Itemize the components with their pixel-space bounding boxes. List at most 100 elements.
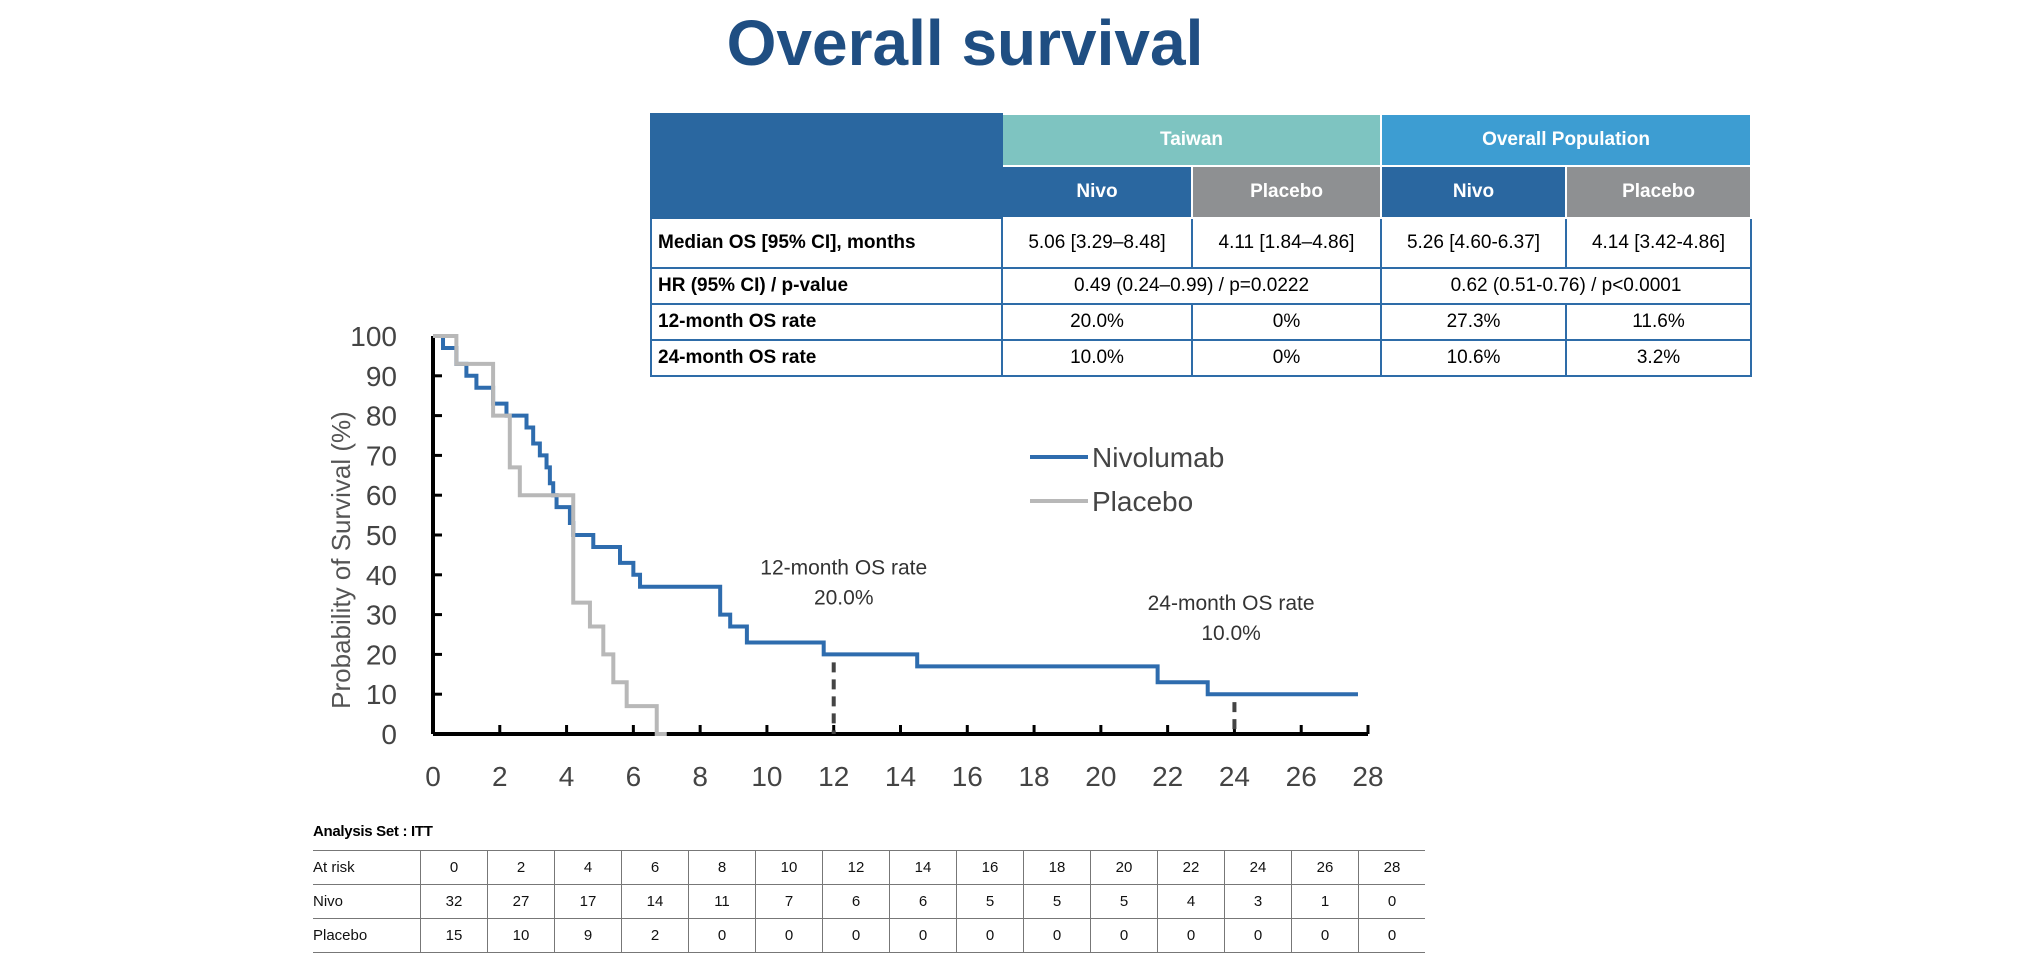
x-tick-label: 26 bbox=[1286, 761, 1317, 792]
x-tick-label: 10 bbox=[751, 761, 782, 792]
x-tick-label: 16 bbox=[952, 761, 983, 792]
risk-count: 17 bbox=[554, 884, 622, 919]
risk-time: 16 bbox=[956, 850, 1024, 885]
risk-time: 18 bbox=[1023, 850, 1091, 885]
analysis-set-caption: Analysis Set : ITT bbox=[313, 823, 433, 840]
risk-count: 5 bbox=[1090, 884, 1158, 919]
risk-count: 7 bbox=[755, 884, 823, 919]
y-tick-label: 10 bbox=[366, 679, 397, 710]
risk-time: 22 bbox=[1157, 850, 1225, 885]
x-tick-label: 0 bbox=[425, 761, 441, 792]
table-cell: 11.6% bbox=[1565, 303, 1752, 341]
y-tick-label: 80 bbox=[366, 401, 397, 432]
table-cell: 20.0% bbox=[1001, 303, 1193, 341]
os-rate-annotation-title: 24-month OS rate bbox=[1148, 592, 1315, 615]
risk-count: 1 bbox=[1291, 884, 1359, 919]
y-tick-label: 70 bbox=[366, 440, 397, 471]
table-cell: 5.06 [3.29–8.48] bbox=[1001, 217, 1193, 269]
risk-count: 0 bbox=[1157, 918, 1225, 953]
risk-time: 8 bbox=[688, 850, 756, 885]
risk-count: 0 bbox=[956, 918, 1024, 953]
risk-count: 3 bbox=[1224, 884, 1292, 919]
legend-label-nivolumab: Nivolumab bbox=[1092, 442, 1224, 473]
table-cell: 27.3% bbox=[1380, 303, 1567, 341]
os-rate-annotation-value: 20.0% bbox=[814, 586, 874, 609]
x-tick-label: 14 bbox=[885, 761, 916, 792]
y-tick-label: 90 bbox=[366, 361, 397, 392]
risk-time: 20 bbox=[1090, 850, 1158, 885]
risk-time: 0 bbox=[420, 850, 488, 885]
table-cell: 4.14 [3.42-4.86] bbox=[1565, 217, 1752, 269]
risk-time: 24 bbox=[1224, 850, 1292, 885]
risk-count: 0 bbox=[889, 918, 957, 953]
risk-time: 28 bbox=[1358, 850, 1425, 885]
row-label-median-os: Median OS [95% CI], months bbox=[650, 217, 1003, 269]
table-cell: 0.62 (0.51-0.76) / p<0.0001 bbox=[1380, 267, 1752, 305]
y-tick-label: 20 bbox=[366, 639, 397, 670]
group-header-overall: Overall Population bbox=[1380, 113, 1752, 167]
y-tick-label: 40 bbox=[366, 560, 397, 591]
arm-header-placebo: Placebo bbox=[1191, 165, 1382, 219]
risk-count: 0 bbox=[1358, 884, 1425, 919]
table-cell: 10.6% bbox=[1380, 339, 1567, 377]
risk-count: 5 bbox=[956, 884, 1024, 919]
x-tick-label: 12 bbox=[818, 761, 849, 792]
risk-row-label-nivo: Nivo bbox=[313, 884, 421, 919]
risk-count: 0 bbox=[1358, 918, 1425, 953]
risk-count: 6 bbox=[822, 884, 890, 919]
arm-header-placebo: Placebo bbox=[1565, 165, 1752, 219]
arm-header-nivo: Nivo bbox=[1001, 165, 1193, 219]
arm-header-nivo: Nivo bbox=[1380, 165, 1567, 219]
x-tick-label: 4 bbox=[559, 761, 575, 792]
risk-count: 5 bbox=[1023, 884, 1091, 919]
table-cell: 4.11 [1.84–4.86] bbox=[1191, 217, 1382, 269]
km-curve-placebo bbox=[433, 334, 667, 736]
risk-count: 32 bbox=[420, 884, 488, 919]
x-tick-label: 6 bbox=[626, 761, 642, 792]
risk-time: 26 bbox=[1291, 850, 1359, 885]
risk-time: 12 bbox=[822, 850, 890, 885]
risk-count: 4 bbox=[1157, 884, 1225, 919]
x-tick-label: 2 bbox=[492, 761, 508, 792]
risk-count: 0 bbox=[1291, 918, 1359, 953]
y-axis-label: Probability of Survival (%) bbox=[326, 411, 356, 709]
risk-count: 2 bbox=[621, 918, 689, 953]
risk-time: 10 bbox=[755, 850, 823, 885]
risk-count: 10 bbox=[487, 918, 555, 953]
risk-time: 4 bbox=[554, 850, 622, 885]
risk-count: 0 bbox=[755, 918, 823, 953]
risk-count: 0 bbox=[822, 918, 890, 953]
risk-count: 0 bbox=[1023, 918, 1091, 953]
x-tick-label: 24 bbox=[1219, 761, 1250, 792]
x-tick-label: 28 bbox=[1352, 761, 1383, 792]
risk-count: 27 bbox=[487, 884, 555, 919]
x-tick-label: 22 bbox=[1152, 761, 1183, 792]
risk-count: 9 bbox=[554, 918, 622, 953]
risk-time: 2 bbox=[487, 850, 555, 885]
table-cell: 0% bbox=[1191, 303, 1382, 341]
km-chart: 0 2 4 6 8 10 12 14 16 18 20 22 24 26 28010203040506070… bbox=[326, 321, 1384, 792]
risk-count: 11 bbox=[688, 884, 756, 919]
table-corner bbox=[650, 113, 1003, 219]
risk-count: 6 bbox=[889, 884, 957, 919]
os-rate-annotation-title: 12-month OS rate bbox=[760, 556, 927, 579]
group-header-taiwan: Taiwan bbox=[1001, 113, 1382, 167]
risk-count: 15 bbox=[420, 918, 488, 953]
y-tick-label: 30 bbox=[366, 600, 397, 631]
table-cell: 3.2% bbox=[1565, 339, 1752, 377]
risk-row-label-placebo: Placebo bbox=[313, 918, 421, 953]
y-tick-label: 0 bbox=[381, 719, 397, 750]
table-cell: 5.26 [4.60-6.37] bbox=[1380, 217, 1567, 269]
row-label-24m-rate: 24-month OS rate bbox=[650, 339, 1003, 377]
risk-count: 0 bbox=[688, 918, 756, 953]
y-tick-label: 100 bbox=[350, 321, 397, 352]
y-tick-label: 60 bbox=[366, 480, 397, 511]
legend-label-placebo: Placebo bbox=[1092, 486, 1193, 517]
table-cell: 10.0% bbox=[1001, 339, 1193, 377]
slide-title: Overall survival bbox=[726, 7, 1204, 79]
x-tick-label: 18 bbox=[1018, 761, 1049, 792]
table-cell: 0% bbox=[1191, 339, 1382, 377]
at-risk-table: At risk 0 2 4 6 8 10 12 14 16 18 20 22 2… bbox=[313, 850, 1425, 953]
x-tick-label: 20 bbox=[1085, 761, 1116, 792]
os-results-table: Taiwan Overall Population Nivo Placebo N… bbox=[650, 113, 1752, 377]
